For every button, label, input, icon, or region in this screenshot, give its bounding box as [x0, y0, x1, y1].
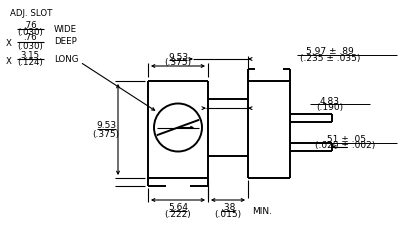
Text: 4.83: 4.83: [320, 97, 340, 106]
Text: 9.53: 9.53: [168, 52, 188, 62]
Text: (.190): (.190): [316, 103, 344, 112]
Text: (.222): (.222): [165, 211, 191, 219]
Text: .51 ± .05: .51 ± .05: [324, 136, 366, 144]
Text: .38: .38: [221, 203, 235, 213]
Text: (.375): (.375): [164, 59, 192, 67]
Text: (.375): (.375): [92, 130, 120, 139]
Text: DEEP: DEEP: [54, 37, 77, 46]
Text: (.020 ± .002): (.020 ± .002): [315, 141, 375, 151]
Text: (.030): (.030): [17, 29, 43, 37]
Text: (.124): (.124): [17, 59, 43, 67]
Text: 3.15: 3.15: [20, 50, 40, 60]
Text: 9.53: 9.53: [96, 121, 116, 130]
Text: (.030): (.030): [17, 42, 43, 50]
Text: WIDE: WIDE: [54, 25, 77, 33]
Text: X: X: [6, 57, 12, 65]
Text: ADJ. SLOT: ADJ. SLOT: [10, 9, 52, 17]
Text: (.235 ± .035): (.235 ± .035): [300, 53, 360, 62]
Text: .76: .76: [23, 20, 37, 30]
Text: .76: .76: [23, 33, 37, 43]
Text: MIN.: MIN.: [252, 206, 272, 215]
Text: 5.97 ± .89: 5.97 ± .89: [306, 47, 354, 57]
Text: LONG: LONG: [54, 55, 78, 63]
Text: (.015): (.015): [214, 211, 242, 219]
Text: X: X: [6, 40, 12, 48]
Text: 5.64: 5.64: [168, 203, 188, 213]
